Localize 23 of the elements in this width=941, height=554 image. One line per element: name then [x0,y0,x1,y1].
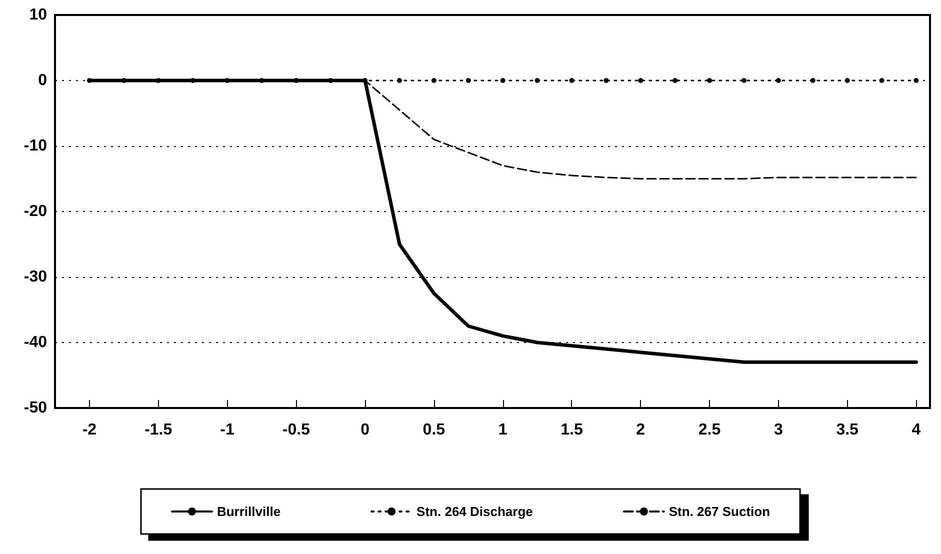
x-tick-label: 0 [360,422,370,438]
x-tick-label: -1 [220,422,234,438]
x-tick-label: 3 [774,422,783,438]
x-tick-label: 4 [912,422,921,438]
x-tick-label: 3.5 [836,422,859,438]
y-tick-label: 0 [38,72,48,89]
x-tick-label: -1.5 [144,422,172,438]
x-tick-label: -0.5 [282,422,310,438]
y-tick-label: 10 [29,6,48,24]
y-tick-label: -50 [24,400,48,416]
y-tick-label: -30 [24,268,48,286]
legend-label: Stn. 267 Suction [668,504,770,519]
y-tick-label: -10 [24,138,48,154]
y-tick-label: -40 [24,334,48,351]
x-tick-label: 2.5 [698,422,721,438]
x-tick-label: 1 [498,422,508,438]
x-tick-label: -2 [82,422,97,438]
x-tick-label: 0.5 [422,422,446,438]
legend-label: Stn. 264 Discharge [416,504,533,519]
y-tick-label: -20 [24,203,48,220]
x-tick-label: 2 [636,422,646,438]
legend-label: Burrillville [216,504,281,519]
x-tick-label: 1.5 [560,422,583,438]
